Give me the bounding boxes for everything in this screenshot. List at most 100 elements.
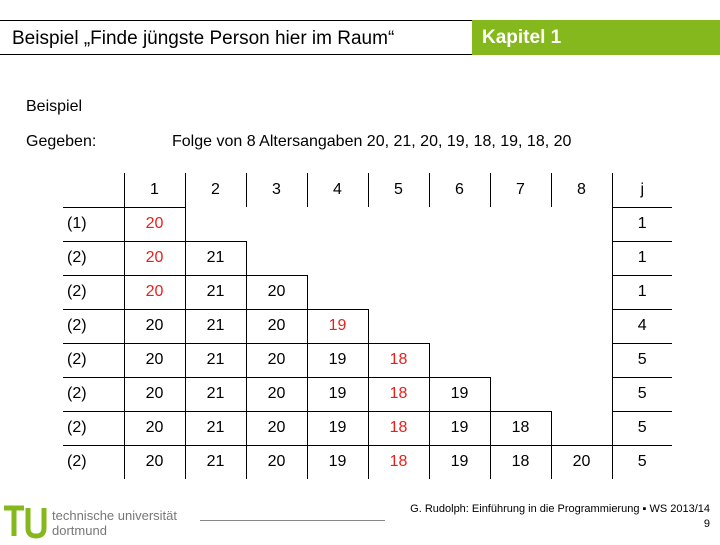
footer-credit: G. Rudolph: Einführung in die Programmie… (410, 502, 710, 532)
footer-credit-text: G. Rudolph: Einführung in die Programmie… (410, 503, 710, 515)
header-cell: 8 (550, 173, 612, 207)
value-cell (490, 241, 551, 275)
value-cell: 21 (184, 308, 246, 343)
row-label: (2) (63, 240, 124, 275)
j-cell: 4 (611, 308, 672, 343)
header-cell: 2 (184, 173, 246, 207)
logo-text-line1: technische universität (52, 508, 177, 523)
given-sequence: Folge von 8 Altersangaben 20, 21, 20, 19… (172, 133, 572, 150)
value-cell: 20 (245, 376, 307, 411)
table-header-row: 1 2 3 4 5 6 7 8 j (63, 173, 672, 207)
value-cell: 20 (550, 444, 612, 479)
header-cell: 4 (306, 173, 368, 207)
table-row: (2) 20 21 20 19 18 5 (63, 342, 672, 377)
value-cell: 21 (184, 376, 246, 411)
slide-title: Beispiel „Finde jüngste Person hier im R… (0, 20, 472, 55)
value-cell: 20 (123, 274, 185, 309)
footer-divider (200, 520, 385, 521)
logo-text-line2: dortmund (52, 523, 107, 538)
value-cell: 19 (306, 376, 368, 411)
value-cell (184, 207, 246, 241)
value-cell (307, 241, 368, 275)
j-cell: 5 (611, 444, 672, 479)
value-cell: 21 (184, 240, 246, 275)
header-corner (63, 173, 124, 207)
value-cell: 18 (367, 410, 429, 445)
row-label: (2) (63, 274, 124, 309)
value-cell: 18 (367, 444, 429, 479)
page-number: 9 (703, 518, 710, 530)
value-cell: 19 (306, 342, 368, 377)
value-cell: 20 (123, 308, 185, 343)
value-cell: 20 (123, 376, 185, 411)
value-cell (490, 207, 551, 241)
table-row: (2) 20 21 20 19 4 (63, 308, 672, 343)
value-cell: 21 (184, 410, 246, 445)
value-cell (490, 275, 551, 309)
value-cell (368, 241, 429, 275)
value-cell: 18 (367, 342, 429, 377)
chapter-badge: Kapitel 1 (472, 20, 720, 55)
value-cell: 21 (184, 274, 246, 309)
header-cell: 3 (245, 173, 307, 207)
value-cell: 19 (306, 444, 368, 479)
j-cell: 5 (611, 342, 672, 377)
university-logo: technische universität dortmund (0, 502, 200, 540)
row-label: (1) (63, 206, 124, 241)
value-cell: 20 (245, 342, 307, 377)
value-cell: 20 (245, 308, 307, 343)
value-cell: 18 (367, 376, 429, 411)
value-cell (429, 241, 490, 275)
value-cell: 19 (428, 376, 490, 411)
row-label: (2) (63, 410, 124, 445)
row-label: (2) (63, 376, 124, 411)
value-cell (551, 343, 612, 377)
j-cell: 1 (611, 274, 672, 309)
row-label: (2) (63, 308, 124, 343)
value-cell: 20 (123, 444, 185, 479)
section-title: Beispiel (26, 98, 83, 115)
value-cell (306, 275, 368, 309)
value-cell: 18 (489, 444, 551, 479)
value-cell: 19 (306, 410, 368, 445)
header-cell: 6 (428, 173, 490, 207)
header-cell: 5 (367, 173, 429, 207)
table-row: (2) 20 21 20 1 (63, 274, 672, 309)
value-cell (307, 207, 368, 241)
value-cell: 21 (184, 444, 246, 479)
value-cell: 19 (306, 308, 368, 343)
value-cell (551, 309, 612, 343)
row-label: (2) (63, 342, 124, 377)
value-cell (550, 411, 612, 445)
value-cell (429, 207, 490, 241)
value-cell (551, 377, 612, 411)
table-row: (2) 20 21 20 19 18 19 5 (63, 376, 672, 411)
j-cell: 1 (611, 240, 672, 275)
value-cell (489, 377, 551, 411)
value-cell (428, 343, 490, 377)
tu-logo-icon: technische universität dortmund (4, 505, 177, 539)
value-cell (368, 275, 429, 309)
j-cell: 1 (611, 206, 672, 241)
row-label: (2) (63, 444, 124, 479)
sequence-table: 1 2 3 4 5 6 7 8 j (1) 20 1 (2) 20 21 1 (2) 20 21 2… (63, 173, 672, 479)
value-cell: 19 (428, 444, 490, 479)
table-row: (2) 20 21 20 19 18 19 18 5 (63, 410, 672, 445)
value-cell (368, 207, 429, 241)
header-cell-j: j (611, 173, 672, 207)
value-cell: 18 (489, 410, 551, 445)
value-cell: 20 (245, 274, 307, 309)
value-cell (551, 207, 612, 241)
value-cell: 19 (428, 410, 490, 445)
j-cell: 5 (611, 410, 672, 445)
table-row: (1) 20 1 (63, 206, 672, 241)
value-cell: 20 (123, 410, 185, 445)
value-cell: 20 (123, 206, 185, 241)
value-cell (367, 309, 429, 343)
value-cell: 20 (123, 240, 185, 275)
value-cell (429, 309, 490, 343)
given-label: Gegeben: (26, 133, 97, 150)
header-cell: 1 (123, 173, 185, 207)
value-cell (245, 241, 307, 275)
value-cell (246, 207, 307, 241)
